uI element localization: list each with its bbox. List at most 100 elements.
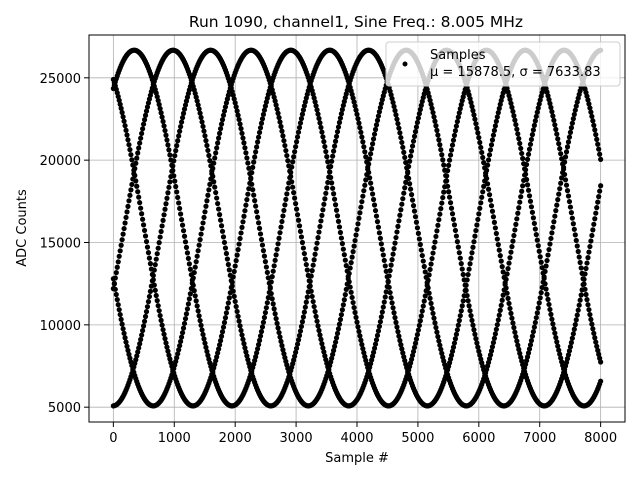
data-point: [362, 149, 368, 155]
data-point: [525, 151, 532, 157]
data-point: [197, 237, 203, 243]
data-point: [566, 134, 573, 140]
data-point: [196, 313, 202, 319]
data-point: [424, 280, 430, 286]
data-point: [222, 104, 229, 110]
data-point: [558, 151, 564, 157]
data-point: [353, 232, 359, 238]
data-point: [578, 292, 584, 298]
data-point: [571, 226, 577, 232]
data-point: [470, 244, 476, 250]
data-point: [436, 217, 442, 223]
data-point: [194, 253, 200, 259]
data-point: [388, 295, 394, 301]
data-point: [343, 286, 349, 292]
data-point: [382, 294, 388, 300]
data-point: [436, 137, 442, 143]
data-point: [509, 104, 515, 110]
data-point: [392, 107, 398, 114]
data-point: [220, 112, 227, 118]
data-point: [174, 189, 180, 195]
data-point: [371, 345, 378, 351]
data-point: [125, 347, 131, 354]
data-point: [278, 338, 284, 344]
data-point: [538, 290, 544, 296]
data-point: [319, 212, 325, 218]
data-point: [234, 252, 240, 258]
data-point: [217, 126, 224, 132]
data-point: [317, 332, 323, 338]
data-point: [112, 275, 118, 281]
data-point: [243, 202, 249, 208]
data-point: [528, 337, 535, 344]
data-point: [289, 179, 295, 185]
data-point: [193, 298, 199, 304]
data-point: [452, 227, 459, 234]
data-point: [533, 232, 539, 238]
data-point: [511, 325, 517, 331]
data-point: [167, 152, 173, 158]
data-point: [591, 122, 597, 128]
data-point: [520, 155, 526, 162]
data-point: [546, 96, 552, 103]
data-point: [197, 110, 203, 116]
data-point: [394, 324, 400, 330]
x-tick-label: 5000: [401, 431, 434, 446]
data-point: [193, 259, 199, 265]
data-point: [413, 336, 420, 342]
data-point: [157, 105, 163, 112]
data-point: [203, 138, 209, 144]
data-point: [400, 196, 406, 202]
data-point: [180, 325, 187, 331]
data-point: [140, 126, 146, 132]
data-point: [536, 300, 542, 306]
data-point: [135, 349, 141, 355]
data-point: [585, 302, 591, 308]
data-point: [508, 249, 514, 255]
data-point: [299, 239, 306, 246]
data-point: [443, 172, 449, 179]
data-point: [179, 330, 186, 336]
data-point: [534, 237, 540, 243]
data-point: [158, 317, 164, 323]
data-point: [441, 189, 447, 195]
data-point: [138, 205, 144, 211]
data-point: [434, 127, 440, 133]
data-point: [483, 170, 489, 176]
data-point: [241, 140, 247, 146]
data-point: [450, 216, 457, 222]
data-point: [437, 211, 443, 217]
data-point: [531, 220, 537, 227]
data-point: [276, 114, 282, 121]
data-point: [527, 342, 534, 348]
data-point: [319, 129, 325, 135]
data-point: [598, 156, 604, 162]
data-point: [421, 263, 427, 270]
data-point: [198, 322, 204, 328]
data-point: [538, 259, 544, 265]
data-point: [215, 140, 221, 146]
data-point: [341, 252, 347, 258]
data-point: [124, 209, 130, 215]
data-point: [488, 203, 495, 209]
data-point: [299, 319, 306, 325]
data-point: [596, 146, 602, 152]
data-point: [321, 201, 327, 207]
data-point: [183, 311, 190, 317]
data-point: [115, 302, 121, 308]
data-point: [381, 299, 387, 305]
data-point: [458, 261, 464, 267]
data-point: [510, 320, 516, 326]
data-point: [418, 102, 424, 108]
data-point: [471, 112, 477, 118]
data-point: [259, 242, 266, 248]
data-point: [149, 278, 155, 284]
data-point: [410, 138, 417, 144]
data-point: [277, 334, 283, 340]
data-point: [526, 346, 533, 352]
data-point: [398, 134, 404, 141]
data-point: [152, 287, 158, 293]
data-point: [228, 278, 234, 284]
data-point: [275, 241, 281, 247]
data-point: [316, 115, 322, 122]
